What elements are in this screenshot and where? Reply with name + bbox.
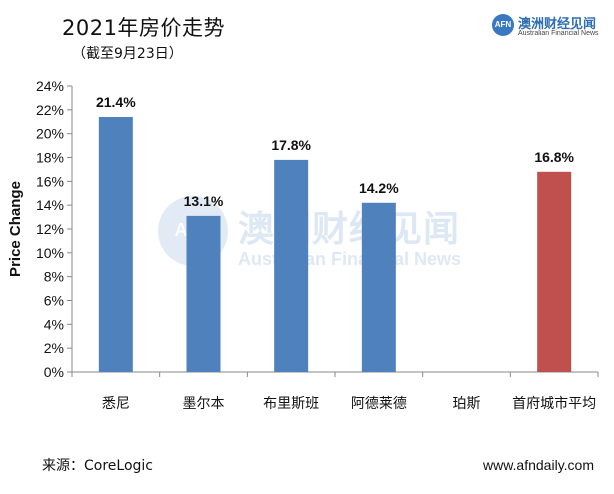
y-tick-label: 24% — [36, 78, 64, 94]
bar-value-label: 14.2% — [359, 180, 399, 196]
chart-title: 2021年房价走势 — [62, 16, 225, 40]
bar — [98, 116, 133, 372]
category-label: 墨尔本 — [183, 396, 225, 412]
y-tick-label: 10% — [36, 245, 64, 261]
logo-name-en: Australian Financial News — [518, 30, 599, 37]
y-tick-label: 8% — [44, 269, 64, 285]
y-axis-label: Price Change — [7, 181, 24, 277]
source-note: 来源：CoreLogic — [42, 458, 153, 474]
bar-value-label: 16.8% — [534, 149, 574, 165]
bar-value-label: 21.4% — [96, 94, 136, 110]
bar — [186, 215, 221, 372]
y-tick-label: 14% — [36, 197, 64, 213]
afn-logo: AFN 澳洲财经见闻 Australian Financial News — [492, 14, 604, 42]
y-tick-label: 2% — [44, 340, 64, 356]
y-tick-label: 0% — [44, 364, 64, 380]
bar — [274, 159, 309, 372]
website-url[interactable]: www.afndaily.com — [482, 457, 594, 473]
category-label: 悉尼 — [102, 396, 130, 412]
category-label: 阿德莱德 — [351, 396, 407, 412]
y-tick-label: 12% — [36, 221, 64, 237]
bar-value-label: 17.8% — [271, 137, 311, 153]
category-label: 首府城市平均 — [512, 395, 596, 412]
y-tick-label: 6% — [44, 293, 64, 309]
afn-logo-icon: AFN — [492, 14, 514, 36]
logo-name-cn: 澳洲财经见闻 — [518, 17, 597, 32]
bar — [361, 202, 396, 372]
y-tick-label: 18% — [36, 150, 64, 166]
bar-value-label: 13.1% — [184, 193, 224, 209]
y-tick-label: 22% — [36, 102, 64, 118]
category-label: 珀斯 — [453, 396, 481, 412]
y-tick-label: 20% — [36, 126, 64, 142]
bar — [537, 171, 572, 372]
y-tick-label: 16% — [36, 173, 64, 189]
category-label: 布里斯班 — [263, 396, 319, 412]
chart-subtitle: （截至9月23日） — [72, 46, 183, 62]
y-tick-label: 4% — [44, 316, 64, 332]
